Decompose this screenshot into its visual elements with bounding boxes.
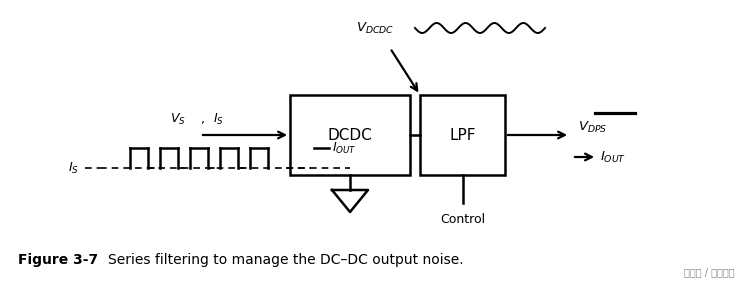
Text: $I_{OUT}$: $I_{OUT}$: [332, 140, 357, 156]
Text: $V_S$: $V_S$: [170, 111, 186, 127]
Text: Control: Control: [440, 213, 485, 226]
Text: LPF: LPF: [449, 127, 476, 142]
Text: ,: ,: [197, 113, 209, 125]
Text: Series filtering to manage the DC–DC output noise.: Series filtering to manage the DC–DC out…: [108, 253, 464, 267]
Text: $V_{DCDC}$: $V_{DCDC}$: [356, 21, 395, 36]
Text: $I_{OUT}$: $I_{OUT}$: [600, 149, 626, 165]
Text: $I_S$: $I_S$: [68, 160, 79, 176]
Bar: [290, 95, 410, 175]
Text: Figure 3-7: Figure 3-7: [18, 253, 98, 267]
Bar: [420, 95, 505, 175]
Text: DCDC: DCDC: [328, 127, 372, 142]
Text: $V_{DPS}$: $V_{DPS}$: [578, 120, 608, 135]
Text: $I_S$: $I_S$: [213, 111, 224, 127]
Text: 头条号 / 万物云网: 头条号 / 万物云网: [684, 267, 735, 277]
